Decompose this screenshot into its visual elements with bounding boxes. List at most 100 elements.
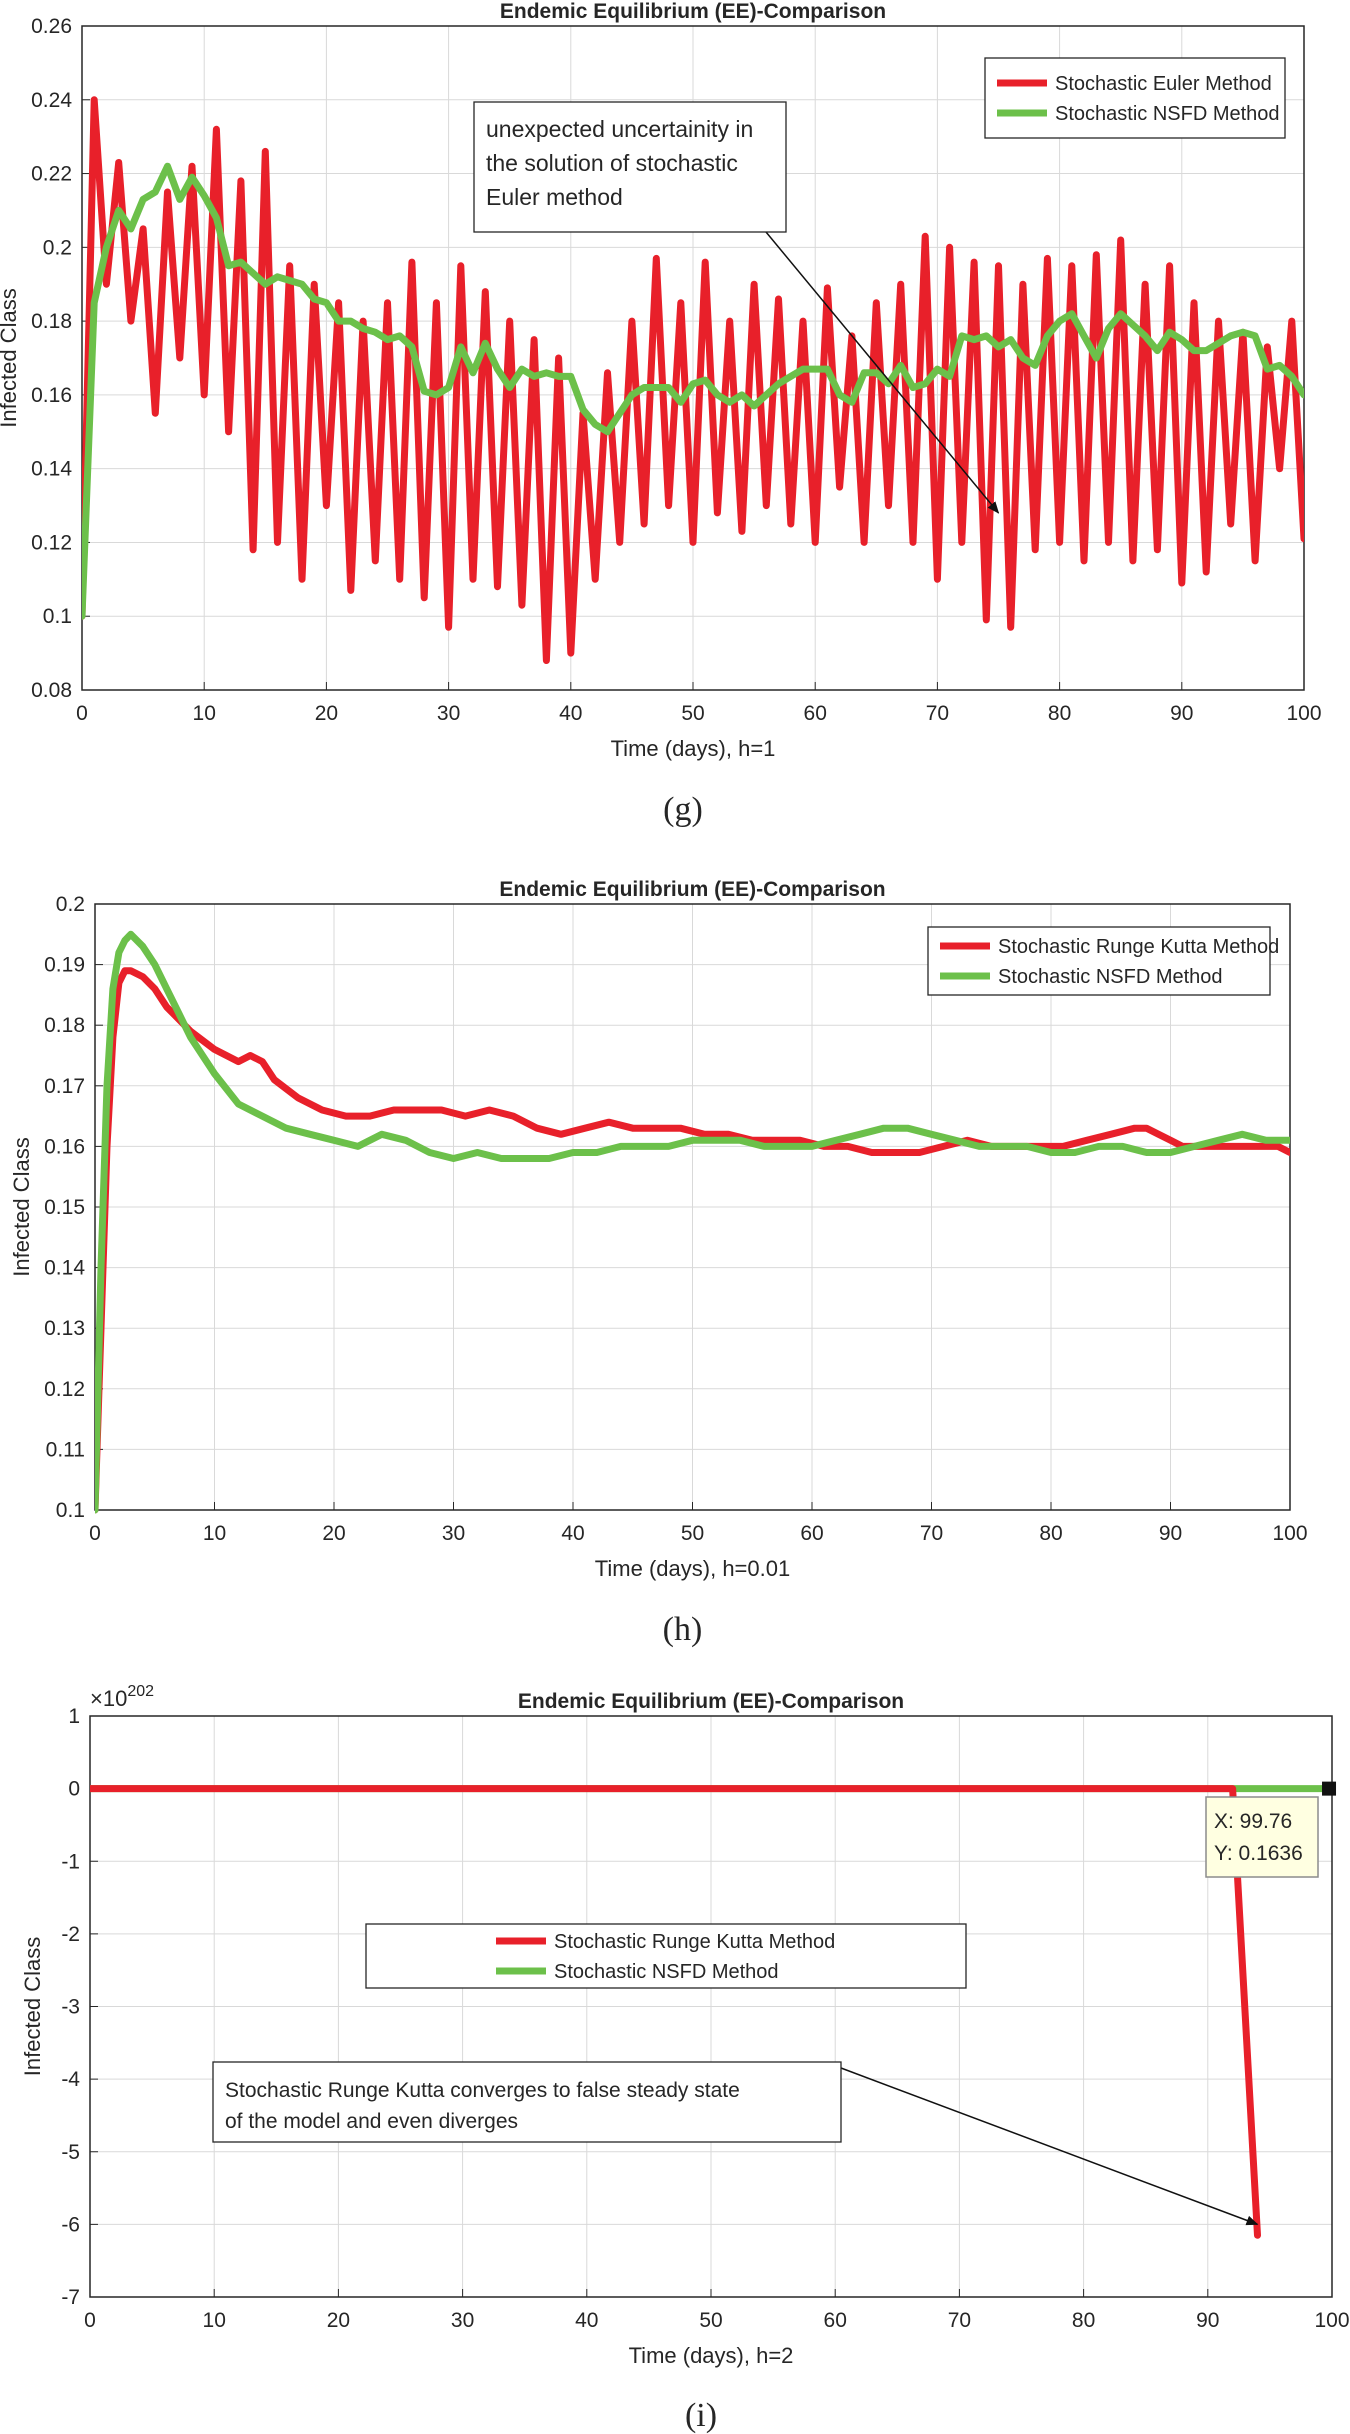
datatip-y: Y: 0.1636 bbox=[1214, 1842, 1303, 1865]
annotation-arrow bbox=[765, 231, 1000, 514]
legend-label: Stochastic Runge Kutta Method bbox=[998, 936, 1279, 958]
panel-caption: (g) bbox=[663, 791, 703, 828]
series-line-stochastic-nsfd-method bbox=[95, 930, 1290, 1514]
y-tick-label: 0.2 bbox=[56, 893, 85, 916]
y-tick-label: 0.13 bbox=[44, 1317, 85, 1340]
chart-panel-i: 0 10 20 30 40 50 60 70 80 90 100 -7 -6 -5 -4 -3 -2 -1 0 1 En… bbox=[20, 1683, 1350, 2434]
y-tick-label: 0.16 bbox=[44, 1135, 85, 1158]
x-tick-label: 60 bbox=[824, 2309, 847, 2332]
y-tick-label: 0.22 bbox=[31, 163, 72, 186]
panel-caption: (h) bbox=[663, 1611, 703, 1648]
chart-title: Endemic Equilibrium (EE)-Comparison bbox=[499, 878, 885, 901]
legend-label: Stochastic NSFD Method bbox=[1055, 103, 1280, 125]
y-tick-label: -1 bbox=[61, 1850, 80, 1873]
y-axis-label: Infected Class bbox=[0, 288, 21, 427]
legend-label: Stochastic Runge Kutta Method bbox=[554, 1931, 835, 1953]
x-tick-label: 80 bbox=[1048, 702, 1071, 725]
x-tick-label: 70 bbox=[926, 702, 949, 725]
x-tick-label: 10 bbox=[193, 702, 216, 725]
y-axis-label: Infected Class bbox=[9, 1137, 34, 1276]
series-line-stochastic-runge-kutta-method bbox=[90, 1785, 1261, 2239]
panel-caption: (i) bbox=[685, 2397, 717, 2434]
series-line-stochastic-nsfd-method bbox=[82, 162, 1304, 620]
legend-label: Stochastic Euler Method bbox=[1055, 73, 1272, 95]
x-tick-label: 20 bbox=[322, 1522, 345, 1545]
x-tick-label: 100 bbox=[1286, 702, 1321, 725]
axes-frame bbox=[89, 1715, 1333, 2298]
y-tick-label: -5 bbox=[61, 2141, 80, 2164]
y-tick-label: -6 bbox=[61, 2213, 80, 2236]
chart-title: Endemic Equilibrium (EE)-Comparison bbox=[518, 1690, 904, 1713]
x-tick-label: 80 bbox=[1039, 1522, 1062, 1545]
x-tick-label: 30 bbox=[442, 1522, 465, 1545]
y-tick-label: 0.08 bbox=[31, 679, 72, 702]
x-tick-label: 60 bbox=[800, 1522, 823, 1545]
datatip-box bbox=[1205, 1796, 1319, 1878]
x-tick-label: 30 bbox=[437, 702, 460, 725]
y-tick-label: 0.18 bbox=[31, 310, 72, 333]
chart-panel-g: 0 10 20 30 40 50 60 70 80 90 100 0.08 0.1 0.12 0.14 0.1… bbox=[0, 0, 1322, 828]
annotation-text: of the model and even diverges bbox=[225, 2110, 518, 2133]
y-tick-label: 0.26 bbox=[31, 15, 72, 38]
datatip-x: X: 99.76 bbox=[1214, 1810, 1292, 1833]
annotation-box bbox=[473, 101, 787, 233]
y-tick-label: 0.1 bbox=[56, 1499, 85, 1522]
y-axis-label: Infected Class bbox=[20, 1937, 45, 2076]
y-tick-label: 0.11 bbox=[46, 1438, 85, 1461]
annotation-text: the solution of stochastic bbox=[486, 150, 738, 176]
x-tick-label: 50 bbox=[681, 1522, 704, 1545]
y-tick-label: -2 bbox=[61, 1923, 80, 1946]
y-tick-label: 0.14 bbox=[31, 458, 72, 481]
y-tick-label: 0.12 bbox=[31, 531, 72, 554]
y-tick-label: -4 bbox=[61, 2068, 80, 2091]
y-tick-label: 0.19 bbox=[44, 954, 85, 977]
y-tick-label: 0 bbox=[68, 1778, 80, 1801]
chart-panel-h: 0 10 20 30 40 50 60 70 80 90 100 0.1 0.11 0.12 0.13 0.1… bbox=[9, 878, 1308, 1648]
x-tick-label: 70 bbox=[948, 2309, 971, 2332]
exponent-base: ×10 bbox=[90, 1686, 127, 1711]
legend-box bbox=[984, 57, 1286, 139]
annotation-box bbox=[212, 2061, 842, 2143]
x-tick-label: 20 bbox=[315, 702, 338, 725]
x-tick-label: 30 bbox=[451, 2309, 474, 2332]
x-axis-label: Time (days), h=0.01 bbox=[595, 1556, 790, 1581]
y-tick-label: 0.16 bbox=[31, 384, 72, 407]
exponent-power: 202 bbox=[127, 1683, 154, 1700]
x-tick-label: 90 bbox=[1196, 2309, 1219, 2332]
legend-box bbox=[927, 926, 1271, 996]
x-tick-label: 50 bbox=[699, 2309, 722, 2332]
x-tick-label: 20 bbox=[327, 2309, 350, 2332]
x-tick-label: 90 bbox=[1159, 1522, 1182, 1545]
x-tick-label: 60 bbox=[804, 702, 827, 725]
legend-box bbox=[365, 1923, 967, 1989]
legend-label: Stochastic NSFD Method bbox=[998, 966, 1223, 988]
y-tick-label: 0.12 bbox=[44, 1378, 85, 1401]
axes-frame bbox=[81, 25, 1305, 691]
legend-label: Stochastic NSFD Method bbox=[554, 1961, 779, 1983]
chart-title: Endemic Equilibrium (EE)-Comparison bbox=[500, 0, 886, 23]
y-tick-label: 1 bbox=[68, 1705, 80, 1728]
y-tick-label: -7 bbox=[61, 2286, 80, 2309]
x-tick-label: 10 bbox=[203, 1522, 226, 1545]
x-tick-label: 50 bbox=[681, 702, 704, 725]
y-tick-label: 0.14 bbox=[44, 1257, 85, 1280]
x-tick-label: 40 bbox=[559, 702, 582, 725]
x-tick-label: 40 bbox=[561, 1522, 584, 1545]
y-tick-label: 0.17 bbox=[44, 1075, 85, 1098]
x-tick-label: 90 bbox=[1170, 702, 1193, 725]
datatip-marker bbox=[1322, 1781, 1337, 1796]
annotation-text: Euler method bbox=[486, 184, 623, 210]
x-tick-label: 0 bbox=[89, 1522, 101, 1545]
y-tick-label: 0.24 bbox=[31, 89, 72, 112]
y-tick-label: -3 bbox=[61, 1996, 80, 2019]
x-tick-label: 100 bbox=[1272, 1522, 1307, 1545]
x-axis-label: Time (days), h=2 bbox=[629, 2343, 794, 2368]
x-tick-label: 70 bbox=[920, 1522, 943, 1545]
x-tick-label: 100 bbox=[1314, 2309, 1349, 2332]
exponent-label: ×10202 bbox=[90, 1683, 154, 1711]
y-tick-label: 0.15 bbox=[44, 1196, 85, 1219]
x-tick-label: 80 bbox=[1072, 2309, 1095, 2332]
x-tick-label: 0 bbox=[84, 2309, 96, 2332]
x-axis-label: Time (days), h=1 bbox=[611, 736, 776, 761]
